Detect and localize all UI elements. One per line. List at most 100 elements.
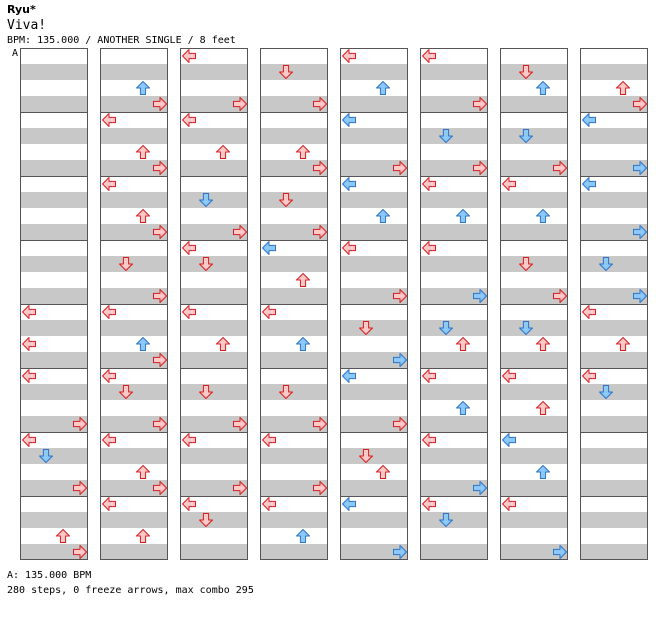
column-border (260, 48, 328, 560)
beat-band (180, 352, 248, 368)
beat-band (420, 480, 488, 496)
beat-band (580, 224, 648, 240)
beat-band (180, 544, 248, 560)
beat-band (20, 352, 88, 368)
beat-band (340, 384, 408, 400)
left-arrow-icon (102, 113, 116, 127)
beat-band (20, 480, 88, 496)
chart-info: BPM: 135.000 / ANOTHER SINGLE / 8 feet (7, 35, 236, 46)
chart-column (500, 48, 568, 560)
left-arrow-icon (22, 305, 36, 319)
beat-band (260, 128, 328, 144)
beat-band (20, 544, 88, 560)
beat-band (180, 512, 248, 528)
up-arrow-icon (136, 465, 150, 479)
beat-band (260, 96, 328, 112)
up-arrow-icon (456, 337, 470, 351)
chart-column (100, 48, 168, 560)
beat-band (420, 224, 488, 240)
bpm-marker-label: A (12, 48, 19, 59)
beat-band (100, 224, 168, 240)
beat-band (420, 160, 488, 176)
up-arrow-icon (136, 529, 150, 543)
beat-band (180, 256, 248, 272)
right-arrow-icon (633, 289, 647, 303)
chart-column (180, 48, 248, 560)
up-arrow-icon (536, 401, 550, 415)
beat-band (340, 288, 408, 304)
up-arrow-icon (616, 337, 630, 351)
up-arrow-icon (216, 145, 230, 159)
column-border (100, 48, 168, 560)
left-arrow-icon (342, 497, 356, 511)
left-arrow-icon (342, 49, 356, 63)
up-arrow-icon (216, 337, 230, 351)
up-arrow-icon (536, 465, 550, 479)
up-arrow-icon (136, 337, 150, 351)
beat-band (420, 192, 488, 208)
left-arrow-icon (582, 369, 596, 383)
beat-band (180, 64, 248, 80)
left-arrow-icon (262, 433, 276, 447)
right-arrow-icon (73, 417, 87, 431)
up-arrow-icon (536, 337, 550, 351)
beat-band (500, 128, 568, 144)
beat-band (580, 544, 648, 560)
beat-band (420, 416, 488, 432)
beat-band (340, 96, 408, 112)
beat-band (20, 416, 88, 432)
right-arrow-icon (393, 289, 407, 303)
chart-column (260, 48, 328, 560)
right-arrow-icon (313, 481, 327, 495)
beat-band (500, 256, 568, 272)
beat-band (260, 448, 328, 464)
beat-band (100, 96, 168, 112)
left-arrow-icon (342, 369, 356, 383)
beat-band (340, 320, 408, 336)
beat-band (180, 128, 248, 144)
chart-column (580, 48, 648, 560)
beat-band (580, 448, 648, 464)
beat-band (500, 160, 568, 176)
beat-band (100, 416, 168, 432)
beat-band (580, 96, 648, 112)
left-arrow-icon (102, 305, 116, 319)
beat-band (340, 64, 408, 80)
up-arrow-icon (536, 209, 550, 223)
up-arrow-icon (536, 81, 550, 95)
beat-band (260, 384, 328, 400)
left-arrow-icon (582, 113, 596, 127)
beat-band (500, 96, 568, 112)
beat-band (260, 288, 328, 304)
right-arrow-icon (553, 289, 567, 303)
left-arrow-icon (422, 497, 436, 511)
left-arrow-icon (422, 49, 436, 63)
beat-band (100, 320, 168, 336)
left-arrow-icon (502, 369, 516, 383)
beat-band (20, 288, 88, 304)
up-arrow-icon (296, 273, 310, 287)
right-arrow-icon (473, 97, 487, 111)
up-arrow-icon (296, 337, 310, 351)
chart-column (340, 48, 408, 560)
beat-band (580, 352, 648, 368)
beat-band (420, 128, 488, 144)
beat-band (500, 224, 568, 240)
beat-band (420, 256, 488, 272)
down-arrow-icon (359, 321, 373, 335)
beat-band (180, 160, 248, 176)
down-arrow-icon (279, 65, 293, 79)
beat-band (100, 480, 168, 496)
beat-band (340, 512, 408, 528)
down-arrow-icon (599, 257, 613, 271)
column-border (180, 48, 248, 560)
beat-band (420, 96, 488, 112)
beat-band (580, 256, 648, 272)
right-arrow-icon (233, 481, 247, 495)
left-arrow-icon (102, 369, 116, 383)
right-arrow-icon (393, 417, 407, 431)
left-arrow-icon (182, 305, 196, 319)
down-arrow-icon (199, 193, 213, 207)
beat-band (580, 160, 648, 176)
beat-band (180, 224, 248, 240)
